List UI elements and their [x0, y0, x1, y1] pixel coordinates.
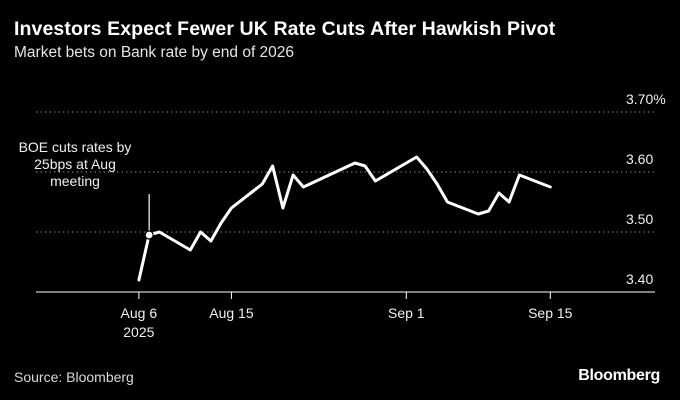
y-tick-label: 3.40 — [626, 271, 653, 287]
y-axis-labels: 3.40 3.50 3.60 3.70% — [626, 91, 666, 287]
y-tick-label: 3.70% — [626, 91, 666, 107]
y-tick-label: 3.50 — [626, 211, 653, 227]
brand-logo: Bloomberg — [578, 367, 660, 384]
x-tick-label: Sep 1 — [388, 305, 425, 321]
annotation-marker — [144, 230, 154, 240]
x-tick-label: Sep 15 — [528, 305, 573, 321]
series-line — [137, 155, 552, 282]
chart-title: Investors Expect Fewer UK Rate Cuts Afte… — [14, 18, 556, 40]
series-layer — [137, 155, 552, 282]
gridlines — [36, 111, 655, 233]
chart-subtitle: Market bets on Bank rate by end of 2026 — [14, 44, 295, 61]
source-note: Source: Bloomberg — [14, 369, 134, 385]
x-tick-sublabel: 2025 — [123, 324, 154, 340]
annotation-text: meeting — [50, 173, 100, 189]
x-tick-label: Aug 6 — [121, 305, 158, 321]
annotation-text: 25bps at Aug — [34, 156, 116, 172]
annotation-text: BOE cuts rates by — [19, 139, 132, 155]
x-axis: Aug 6 2025 Aug 15 Sep 1 Sep 15 — [36, 291, 655, 340]
x-tick-label: Aug 15 — [209, 305, 254, 321]
y-tick-label: 3.60 — [626, 151, 653, 167]
